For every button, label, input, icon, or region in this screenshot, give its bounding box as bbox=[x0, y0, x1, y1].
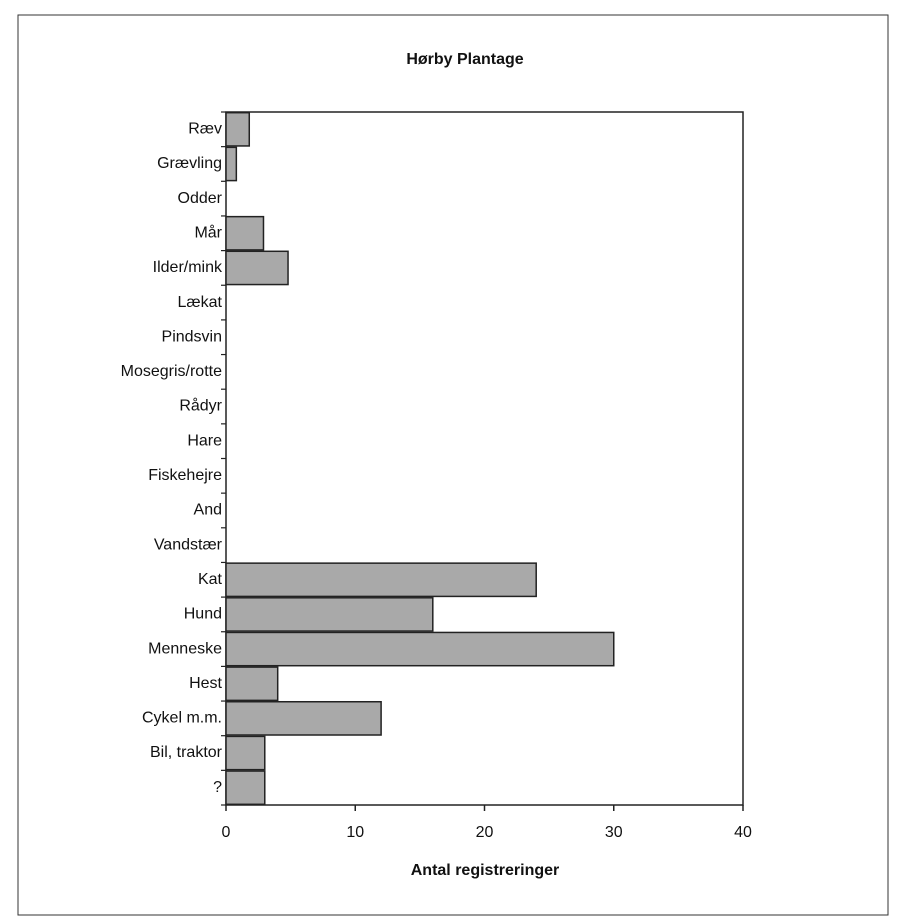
y-tick-label: Pindsvin bbox=[162, 328, 222, 345]
y-tick-label: Fiskehejre bbox=[148, 467, 222, 484]
bar bbox=[225, 770, 266, 806]
bar bbox=[225, 146, 238, 182]
bar bbox=[225, 111, 251, 147]
bar bbox=[225, 666, 279, 702]
y-tick-label: Mår bbox=[194, 223, 222, 241]
chart-title: Hørby Plantage bbox=[406, 51, 523, 68]
frame bbox=[17, 14, 889, 916]
x-tick-label: 40 bbox=[734, 824, 752, 841]
x-tick-label: 0 bbox=[222, 824, 231, 841]
y-tick-label: Hare bbox=[187, 432, 222, 449]
bar bbox=[225, 562, 537, 598]
bar bbox=[225, 631, 615, 667]
y-tick-label: Odder bbox=[178, 190, 223, 207]
y-tick-label: Vandstær bbox=[154, 536, 223, 553]
bar bbox=[225, 735, 266, 771]
y-tick-label: Ræv bbox=[188, 121, 222, 138]
x-tick-label: 20 bbox=[476, 824, 494, 841]
y-tick-label: And bbox=[194, 502, 222, 519]
bar bbox=[225, 215, 265, 251]
y-tick-label: Hest bbox=[189, 675, 222, 692]
y-tick-label: Rådyr bbox=[179, 397, 222, 415]
x-tick-label: 30 bbox=[605, 824, 623, 841]
x-axis-label: Antal registreringer bbox=[411, 862, 559, 879]
y-tick-label: Menneske bbox=[148, 640, 222, 657]
y-tick-label: ? bbox=[213, 779, 222, 796]
y-tick-label: Hund bbox=[184, 606, 222, 623]
y-tick-label: Bil, traktor bbox=[150, 744, 223, 761]
x-tick-label: 10 bbox=[346, 824, 364, 841]
y-tick-label: Ilder/mink bbox=[153, 259, 223, 276]
bar bbox=[225, 597, 434, 632]
y-tick-label: Grævling bbox=[157, 155, 222, 172]
y-tick-label: Lækat bbox=[178, 294, 223, 311]
bar bbox=[225, 700, 382, 736]
bar bbox=[225, 250, 289, 286]
y-tick-label: Mosegris/rotte bbox=[121, 363, 222, 380]
y-tick-label: Kat bbox=[198, 571, 223, 588]
y-tick-label: Cykel m.m. bbox=[142, 710, 222, 727]
